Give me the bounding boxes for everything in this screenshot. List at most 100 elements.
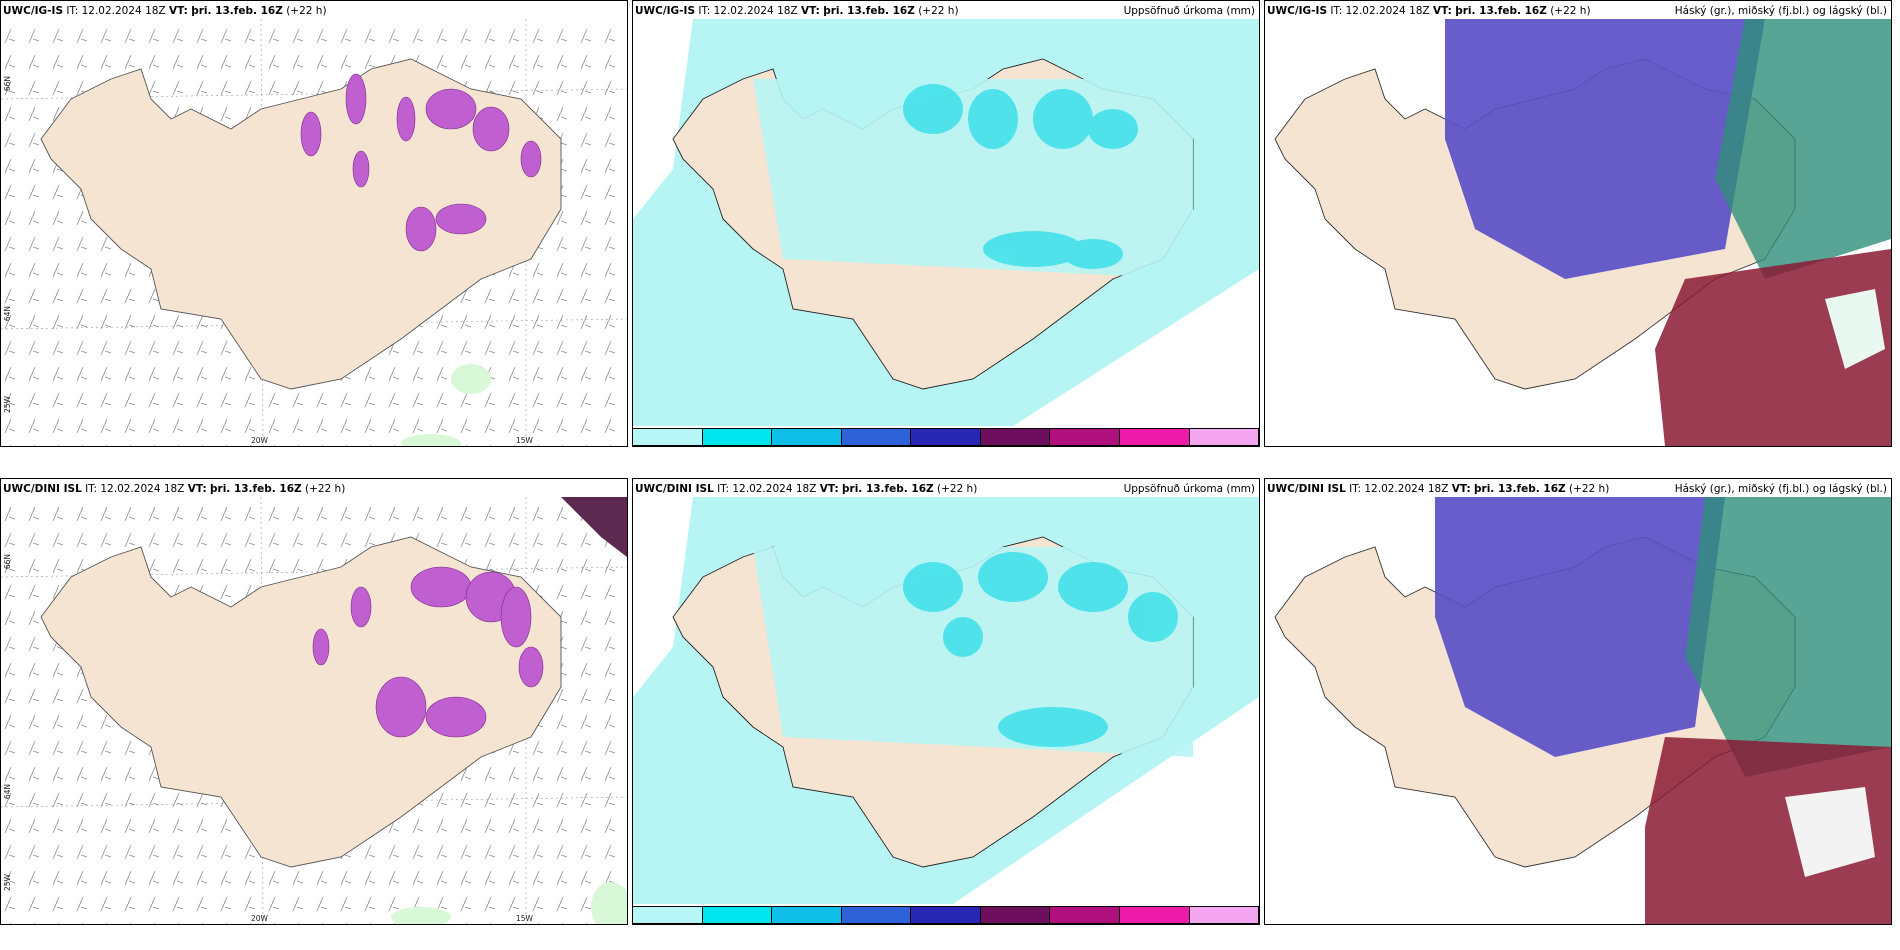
init-time: 12.02.2024 18Z [713, 5, 798, 17]
colorbar-segment [1119, 429, 1190, 445]
lat-label: 66N [3, 76, 12, 92]
model-name: UWC/DINI ISL [1267, 483, 1346, 495]
valid-time: þri. 13.feb. 16Z [1455, 5, 1547, 17]
init-time: 12.02.2024 18Z [81, 5, 166, 17]
panel-dini-clouds: UWC/DINI ISL IT: 12.02.2024 18Z VT: þri.… [1264, 478, 1892, 925]
panel-header: UWC/IG-IS IT: 12.02.2024 18Z VT: þri. 13… [635, 5, 1255, 19]
model-name: UWC/IG-IS [3, 5, 64, 17]
lead-time: (+22 h) [918, 5, 959, 17]
colorbar-segment [1189, 907, 1259, 923]
lon-label: 25W [3, 874, 12, 891]
lead-time: (+22 h) [1568, 483, 1610, 495]
colorbar-tick-label: 200 [1122, 445, 1138, 446]
vt-label: VT: [168, 5, 188, 17]
lead-time: (+22 h) [936, 483, 978, 495]
colorbar-segment [1050, 429, 1120, 445]
panel-header: UWC/DINI ISL IT: 12.02.2024 18Z VT: þri.… [1267, 483, 1887, 497]
colorbar-segment [633, 429, 703, 445]
panel-title: Uppsöfnuð úrkoma (mm) [1123, 483, 1255, 495]
snowfall-areas [300, 73, 542, 252]
lat-label: 64N [3, 784, 12, 800]
panel-igis-precip: UWC/IG-IS IT: 12.02.2024 18Z VT: þri. 13… [632, 0, 1260, 447]
sea-snow [401, 364, 491, 446]
lat-label: 66N [3, 554, 12, 570]
valid-time: þri. 13.feb. 16Z [842, 483, 934, 495]
precip-map [633, 497, 1259, 904]
it-label: IT: [66, 5, 79, 17]
lead-time: (+22 h) [286, 5, 327, 17]
colorbar-segment [911, 429, 981, 445]
vt-label: VT: [187, 483, 207, 495]
colorbar-tick-label: 50 [844, 923, 855, 924]
colorbar-tick-label: 1 [635, 445, 640, 446]
colorbar-segment [1050, 907, 1120, 923]
colorbar-tick-label: 25 [774, 445, 785, 446]
precip-heavy [903, 84, 1138, 269]
model-name: UWC/DINI ISL [635, 483, 714, 495]
panel-title: Háský (gr.), miðský (fj.bl.) og lágský (… [1674, 483, 1887, 495]
colorbar-segment [980, 907, 1051, 923]
colorbar-segment [841, 429, 912, 445]
vt-label: VT: [819, 483, 839, 495]
colorbar-tick-label: 10 [705, 923, 716, 924]
cloud-map [1265, 19, 1891, 446]
it-label: IT: [85, 483, 98, 495]
valid-time: þri. 13.feb. 16Z [210, 483, 302, 495]
colorbar-segment [702, 429, 773, 445]
colorbar: 1 10 25 50 75 100 150 200 400 [633, 906, 1259, 924]
colorbar-tick-label: 150 [1052, 923, 1068, 924]
colorbar: 1 10 25 50 75 100 150 200 400 [633, 428, 1259, 446]
colorbar-segment [772, 429, 842, 445]
init-time: 12.02.2024 18Z [732, 483, 817, 495]
panel-header: UWC/IG-IS IT: 12.02.2024 18Z VT: þri. 13… [1267, 5, 1887, 19]
it-label: IT: [717, 483, 730, 495]
init-time: 12.02.2024 18Z [100, 483, 185, 495]
panel-header: UWC/DINI ISL IT: 12.02.2024 18Z VT: þri.… [3, 483, 623, 497]
lat-label: 64N [3, 306, 12, 322]
valid-time: þri. 13.feb. 16Z [1474, 483, 1566, 495]
panel-dini-precip: UWC/DINI ISL IT: 12.02.2024 18Z VT: þri.… [632, 478, 1260, 925]
colorbar-segment [1119, 907, 1190, 923]
valid-time: þri. 13.feb. 16Z [191, 5, 283, 17]
it-label: IT: [698, 5, 711, 17]
iceland-land [40, 536, 562, 868]
colorbar-tick-label: 400 [1191, 923, 1207, 924]
lon-label: 20W [251, 436, 268, 445]
colorbar-segment [841, 907, 912, 923]
vt-label: VT: [1451, 483, 1471, 495]
panel-title: Háský (gr.), miðský (fj.bl.) og lágský (… [1674, 5, 1887, 17]
colorbar-segment [702, 907, 773, 923]
init-time: 12.02.2024 18Z [1364, 483, 1449, 495]
init-time: 12.02.2024 18Z [1345, 5, 1430, 17]
vt-label: VT: [800, 5, 820, 17]
colorbar-tick-label: 50 [844, 445, 855, 446]
iceland-land [40, 58, 562, 390]
colorbar-segment [1189, 429, 1259, 445]
colorbar-tick-label: 1 [635, 923, 640, 924]
model-name: UWC/DINI ISL [3, 483, 82, 495]
panel-igis-clouds: UWC/IG-IS IT: 12.02.2024 18Z VT: þri. 13… [1264, 0, 1892, 447]
panel-dini-snow: UWC/DINI ISL IT: 12.02.2024 18Z VT: þri.… [0, 478, 628, 925]
colorbar-tick-label: 100 [983, 445, 999, 446]
colorbar-tick-label: 200 [1122, 923, 1138, 924]
lon-label: 15W [516, 914, 533, 923]
model-name: UWC/IG-IS [1267, 5, 1328, 17]
colorbar-tick-label: 10 [705, 445, 716, 446]
colorbar-tick-label: 75 [913, 445, 924, 446]
model-name: UWC/IG-IS [635, 5, 696, 17]
colorbar-tick-label: 75 [913, 923, 924, 924]
lon-label: 25W [3, 396, 12, 413]
panel-header: UWC/IG-IS IT: 12.02.2024 18Z VT: þri. 13… [3, 5, 623, 19]
colorbar-tick-label: 100 [983, 923, 999, 924]
snow-wind-map [1, 19, 627, 446]
colorbar-tick-label: 150 [1052, 445, 1068, 446]
it-label: IT: [1349, 483, 1362, 495]
snow-wind-map [1, 497, 627, 924]
panel-igis-snow: UWC/IG-IS IT: 12.02.2024 18Z VT: þri. 13… [0, 0, 628, 447]
lead-time: (+22 h) [1550, 5, 1591, 17]
precip-heavy [903, 552, 1178, 747]
colorbar-tick-label: 400 [1191, 445, 1207, 446]
colorbar-segment [633, 907, 703, 923]
lon-label: 15W [516, 436, 533, 445]
vt-label: VT: [1432, 5, 1452, 17]
